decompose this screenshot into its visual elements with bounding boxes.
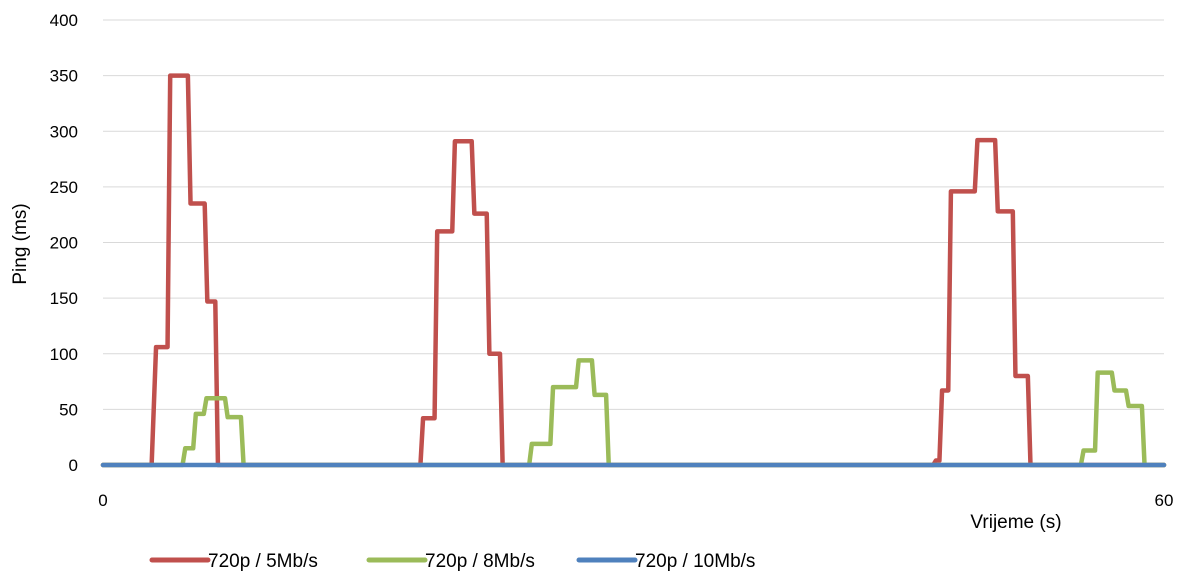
legend-label: 720p / 10Mb/s: [635, 551, 755, 572]
x-tick-label: 0: [98, 491, 107, 510]
y-axis-title: Ping (ms): [10, 203, 31, 284]
legend-label: 720p / 5Mb/s: [208, 551, 318, 572]
legend: 720p / 5Mb/s 720p / 8Mb/s 720p / 10Mb/s: [149, 551, 755, 572]
y-tick-label: 300: [50, 122, 78, 141]
y-tick-label: 200: [50, 234, 78, 253]
x-axis-ticks: 0 60: [98, 491, 1173, 510]
gridlines: [103, 19, 1164, 466]
y-tick-label: 400: [50, 11, 78, 30]
y-tick-label: 150: [50, 289, 78, 308]
x-tick-label: 60: [1155, 491, 1174, 510]
legend-label: 720p / 8Mb/s: [425, 551, 535, 572]
series-line-1: [100, 73, 1167, 468]
y-tick-label: 250: [50, 178, 78, 197]
series-lines: [100, 73, 1167, 468]
y-tick-label: 350: [50, 67, 78, 86]
y-axis-ticks: 0 50 100 150 200 250 300 350 400: [50, 11, 78, 475]
x-axis-title: Vrijeme (s): [970, 512, 1061, 533]
y-tick-label: 100: [50, 345, 78, 364]
series-line-2: [100, 358, 1167, 468]
y-tick-label: 0: [69, 456, 78, 475]
y-tick-label: 50: [59, 400, 78, 419]
